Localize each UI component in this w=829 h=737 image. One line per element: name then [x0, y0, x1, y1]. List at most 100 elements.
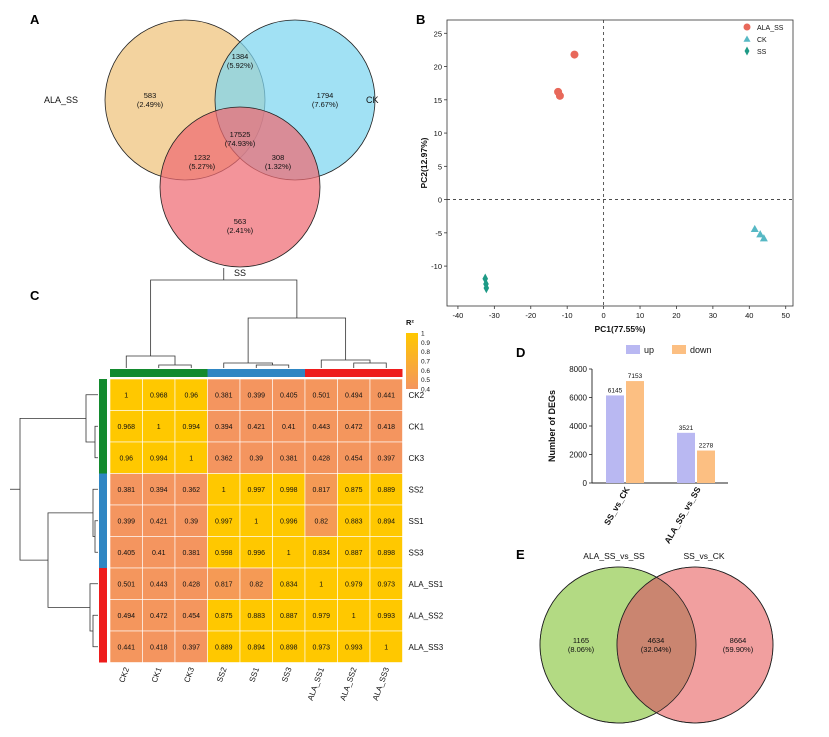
venn-region-percent: (2.49%) — [137, 100, 164, 109]
venn-region-percent: (5.27%) — [189, 162, 216, 171]
panel-b-pca-scatter: -40 -30 -20 -10 0 10 20 30 40 50 -10 -5 0 5 10 15 20 25 PC… — [419, 19, 794, 334]
venn-region-count: 1232 — [194, 153, 211, 162]
heatmap-cell-value: 0.883 — [345, 518, 363, 525]
heatmap-cell-value: 0.96 — [184, 392, 198, 399]
column-label: ALA_SS3 — [371, 666, 392, 702]
colorbar-title: R² — [406, 318, 414, 327]
y-tick-label: -5 — [435, 229, 442, 238]
dendrogram-branch-top — [223, 362, 273, 368]
x-tick-label: 50 — [782, 311, 790, 320]
group-bar-left — [99, 473, 107, 568]
group-bar-top — [110, 369, 208, 377]
row-label: SS2 — [409, 485, 425, 494]
heatmap-cell — [109, 378, 143, 411]
heatmap-cell-value: 0.894 — [247, 644, 265, 651]
heatmap-cell — [369, 378, 403, 411]
heatmap-cell-value: 0.397 — [377, 455, 395, 462]
heatmap-cell-value: 0.898 — [280, 644, 298, 651]
colorbar-tick-label: 0.9 — [421, 340, 430, 347]
heatmap-cell-value: 0.834 — [280, 581, 298, 588]
heatmap-cell-value: 0.399 — [117, 518, 135, 525]
x-tick-label: 10 — [636, 311, 644, 320]
y-tick-label: 2000 — [569, 451, 587, 460]
bar-up-ss-vs-ck — [606, 395, 624, 483]
heatmap-cell — [239, 473, 273, 506]
heatmap-cell-value: 0.362 — [182, 487, 200, 494]
heatmap-cell-value: 0.362 — [215, 455, 233, 462]
dendrogram-branch-top — [125, 355, 176, 368]
heatmap-cell-value: 0.968 — [150, 392, 168, 399]
venn-region-percent: (1.32%) — [265, 162, 292, 171]
panel-a-venn: ALA_SS CK SS 583(2.49%) 1794(7.67%) 563(2.41%… — [44, 19, 379, 278]
data-point-ck — [759, 234, 768, 242]
heatmap-cell — [174, 630, 208, 663]
venn-outline — [616, 566, 774, 724]
heatmap-cell-value: 1 — [287, 550, 291, 557]
heatmap-cell — [109, 630, 143, 663]
y-tick-label: 15 — [434, 96, 442, 105]
heatmap-cell-value: 0.394 — [215, 424, 233, 431]
venn-set-label: CK — [366, 95, 379, 105]
column-label: ALA_SS2 — [338, 666, 359, 702]
heatmap-cell-value: 0.394 — [150, 487, 168, 494]
panel-d-deg-bar-chart: 0 2000 4000 6000 8000 Number of DEGs 6145 7153 S… — [547, 345, 728, 545]
heatmap-cell — [239, 599, 273, 632]
heatmap-cell-value: 1 — [384, 644, 388, 651]
heatmap-cell-value: 1 — [222, 487, 226, 494]
heatmap-cell-value: 1 — [254, 518, 258, 525]
venn-set-label: ALA_SS — [44, 95, 78, 105]
colorbar-tick-label: 0.5 — [421, 377, 430, 384]
y-tick-label: 25 — [434, 29, 442, 38]
dendrogram-branch-top — [247, 317, 347, 363]
colorbar-tick-label: 0.7 — [421, 359, 430, 366]
legend-label: SS — [757, 49, 767, 56]
dendrogram-branch-left — [94, 520, 98, 553]
data-point-ck — [756, 230, 765, 238]
panel-label-b: B — [416, 12, 425, 27]
y-tick-label: 4000 — [569, 422, 587, 431]
heatmap-cell-value: 1 — [124, 392, 128, 399]
heatmap-cell-value: 0.443 — [150, 581, 168, 588]
dendrogram-branch-left — [92, 614, 98, 648]
heatmap-cell — [239, 378, 273, 411]
heatmap-cell — [142, 441, 176, 474]
heatmap-cell-value: 0.817 — [312, 487, 330, 494]
x-tick-label: -40 — [453, 311, 464, 320]
heatmap-cell — [207, 567, 241, 600]
y-tick-label: -10 — [431, 262, 442, 271]
x-category-label: SS_vs_CK — [602, 484, 632, 527]
column-label: CK3 — [182, 666, 196, 684]
heatmap-cell-value: 0.887 — [345, 550, 363, 557]
heatmap-cell-value: 0.428 — [312, 455, 330, 462]
heatmap-cell — [109, 473, 143, 506]
panel-label-e: E — [516, 547, 525, 562]
colorbar — [406, 333, 418, 389]
group-bar-left — [99, 379, 107, 474]
heatmap-cell — [304, 536, 338, 569]
heatmap-cell — [369, 630, 403, 663]
heatmap-cell — [272, 567, 306, 600]
bar-value-label: 2278 — [699, 443, 714, 450]
heatmap-cell-value: 0.973 — [377, 581, 395, 588]
venn-region-count: 1794 — [317, 91, 334, 100]
heatmap-cell-value: 0.494 — [345, 392, 363, 399]
heatmap-cell — [337, 536, 371, 569]
legend-label: up — [644, 345, 654, 355]
heatmap-cell — [304, 504, 338, 537]
heatmap-cell-value: 0.454 — [345, 455, 363, 462]
heatmap-cell-value: 1 — [352, 613, 356, 620]
data-point-ck — [750, 224, 759, 233]
heatmap-cell — [109, 410, 143, 443]
heatmap-cell — [142, 567, 176, 600]
heatmap-cell — [337, 378, 371, 411]
heatmap-cell-value: 0.996 — [280, 518, 298, 525]
x-tick-label: -10 — [562, 311, 573, 320]
heatmap-cell — [304, 630, 338, 663]
heatmap-cell-value: 0.494 — [117, 613, 135, 620]
y-tick-label: 20 — [434, 63, 442, 72]
heatmap-cell — [337, 441, 371, 474]
heatmap-cell — [142, 536, 176, 569]
panel-label-c: C — [30, 288, 40, 303]
heatmap-cell-value: 0.998 — [280, 487, 298, 494]
